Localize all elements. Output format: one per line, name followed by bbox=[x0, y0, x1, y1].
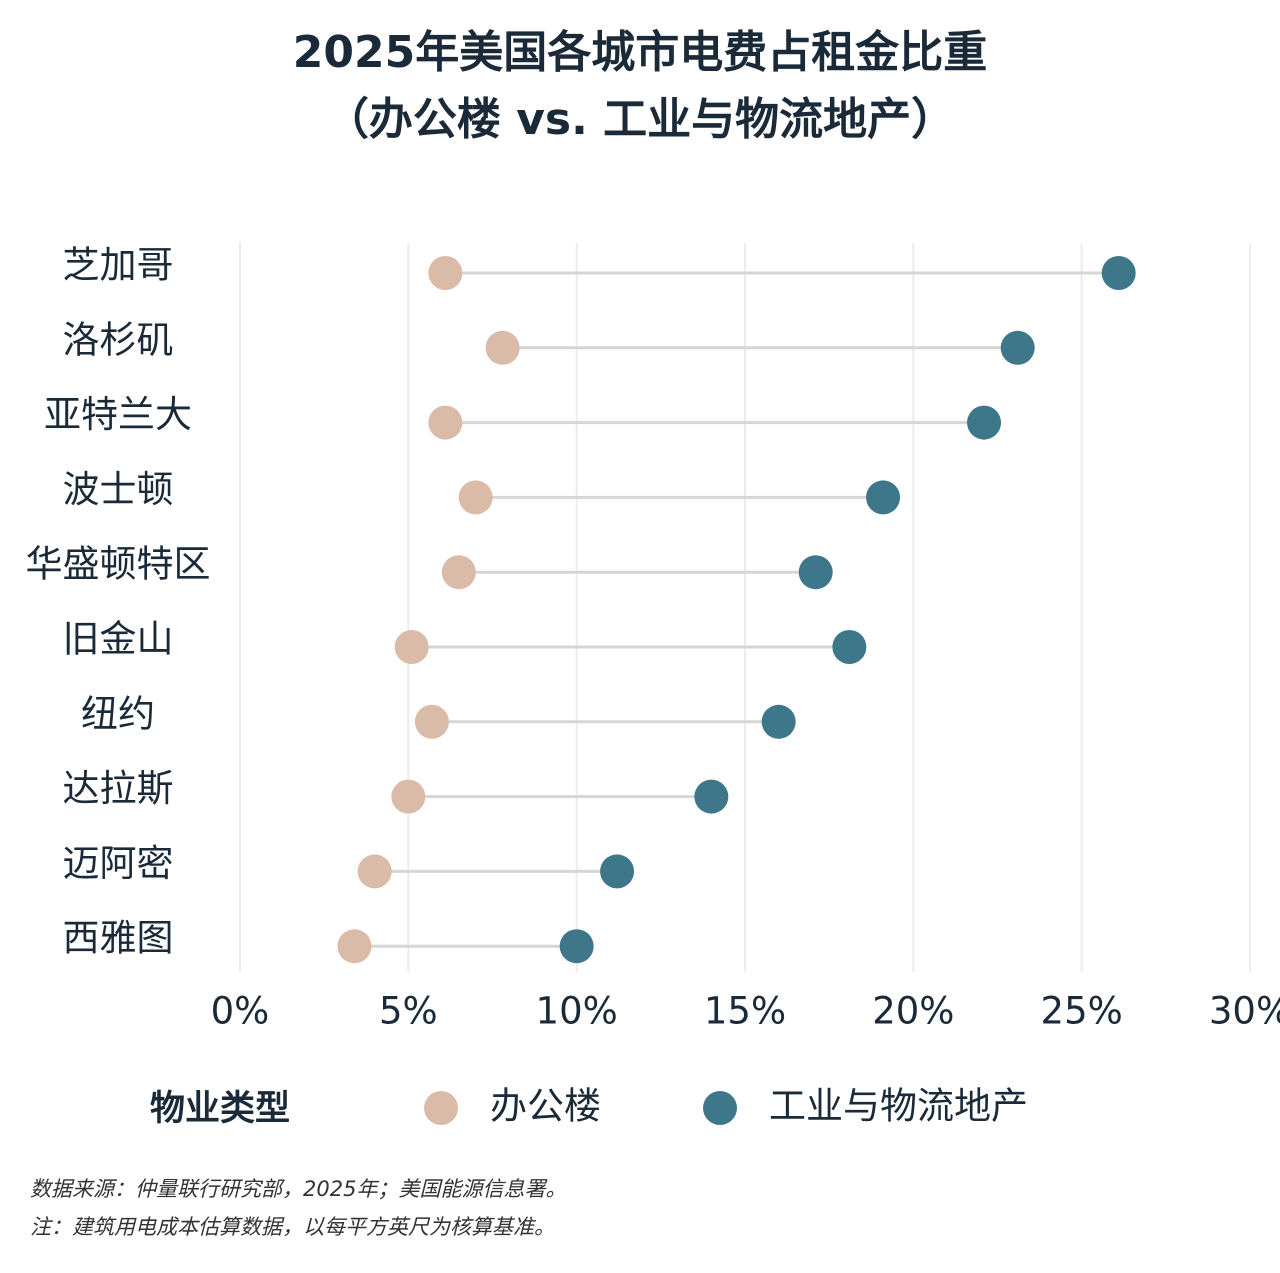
x-tick-label: 30% bbox=[1209, 990, 1280, 1033]
dot bbox=[1000, 330, 1035, 365]
legend-label: 办公楼 bbox=[490, 1085, 601, 1128]
dot bbox=[694, 779, 729, 814]
dot bbox=[761, 704, 796, 739]
chart-title: 2025年美国各城市电费占租金比重 bbox=[293, 27, 987, 78]
chart-subtitle: （办公楼 vs. 工业与物流地产） bbox=[325, 94, 955, 145]
y-tick-label: 迈阿密 bbox=[63, 842, 174, 885]
x-tick-label: 15% bbox=[704, 990, 786, 1033]
dot bbox=[357, 854, 392, 889]
legend-marker bbox=[424, 1091, 458, 1125]
dot bbox=[337, 929, 372, 964]
y-tick-label: 西雅图 bbox=[63, 917, 174, 960]
dot bbox=[600, 854, 635, 889]
source-note: 数据来源：仲量联行研究部，2025年；美国能源信息署。 bbox=[30, 1177, 566, 1201]
x-tick-label: 0% bbox=[211, 990, 270, 1033]
y-tick-label: 达拉斯 bbox=[63, 767, 174, 810]
dot bbox=[394, 630, 429, 664]
dot bbox=[428, 405, 463, 440]
y-tick-label: 洛杉矶 bbox=[63, 318, 174, 361]
x-tick-label: 20% bbox=[872, 990, 954, 1033]
y-tick-label: 波士顿 bbox=[63, 468, 174, 511]
dot bbox=[967, 405, 1002, 440]
dot bbox=[559, 929, 594, 964]
dot bbox=[866, 480, 901, 515]
y-tick-label: 华盛顿特区 bbox=[26, 543, 211, 586]
dot bbox=[441, 555, 476, 590]
dot bbox=[458, 480, 493, 515]
legend-label: 工业与物流地产 bbox=[769, 1085, 1028, 1128]
x-tick-label: 25% bbox=[1041, 990, 1123, 1033]
x-tick-label: 5% bbox=[379, 990, 438, 1033]
dot bbox=[1101, 256, 1136, 290]
dot bbox=[832, 630, 867, 664]
dot bbox=[798, 555, 833, 590]
dot bbox=[391, 779, 426, 814]
y-tick-label: 纽约 bbox=[81, 692, 155, 735]
y-tick-label: 亚特兰大 bbox=[44, 393, 192, 436]
dot bbox=[485, 330, 520, 365]
y-tick-label: 芝加哥 bbox=[63, 244, 174, 287]
dot bbox=[414, 704, 449, 739]
y-tick-label: 旧金山 bbox=[63, 618, 174, 661]
x-tick-label: 10% bbox=[536, 990, 618, 1033]
legend-marker bbox=[703, 1091, 737, 1125]
footnote: 注：建筑用电成本估算数据，以每平方英尺为核算基准。 bbox=[30, 1215, 555, 1239]
legend-title: 物业类型 bbox=[150, 1089, 290, 1129]
dot bbox=[428, 256, 463, 290]
